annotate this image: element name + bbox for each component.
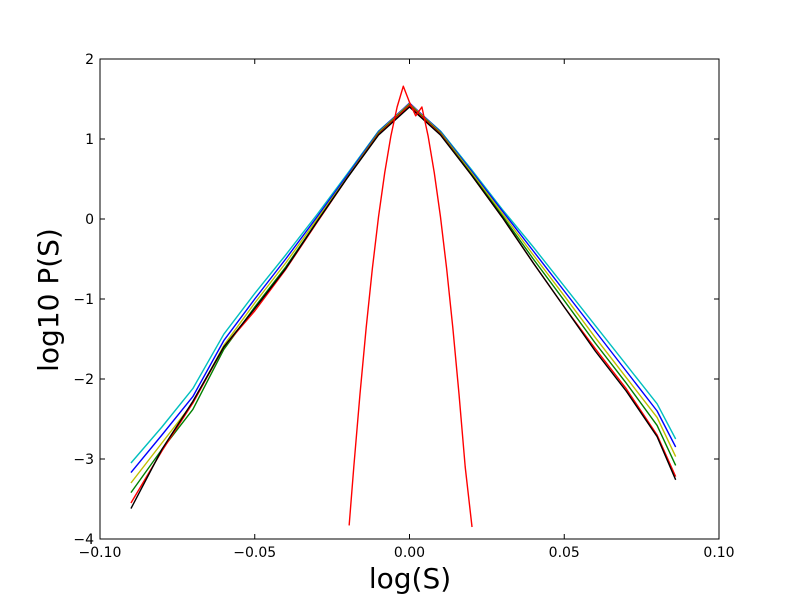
y-tick-label: −4 [73, 532, 94, 548]
y-tick-label: −2 [73, 372, 94, 388]
y-tick-label: 0 [85, 212, 94, 228]
y-tick-label: −3 [73, 452, 94, 468]
y-tick-label: 2 [85, 52, 94, 68]
x-tick-label: 0.00 [394, 545, 425, 561]
y-tick-label: −1 [73, 292, 94, 308]
x-tick-label: 0.10 [703, 545, 734, 561]
y-tick-label: 1 [85, 132, 94, 148]
series-layer [130, 85, 677, 528]
y-axis-label: log10 P(S) [32, 228, 65, 372]
plot-area [100, 59, 719, 539]
series-line-4 [130, 103, 677, 494]
plot-background [100, 59, 719, 539]
series-line-6 [130, 106, 677, 509]
x-axis-label: log(S) [369, 562, 451, 595]
x-tick-label: 0.05 [549, 545, 580, 561]
x-tick-label: −0.05 [233, 545, 276, 561]
x-tick-label: −0.10 [79, 545, 122, 561]
series-line-7 [348, 85, 473, 528]
ticks-layer: −0.10 −0.05 0.00 0.05 0.10 −4 −3 −2 −1 0 1 2 [73, 52, 734, 561]
